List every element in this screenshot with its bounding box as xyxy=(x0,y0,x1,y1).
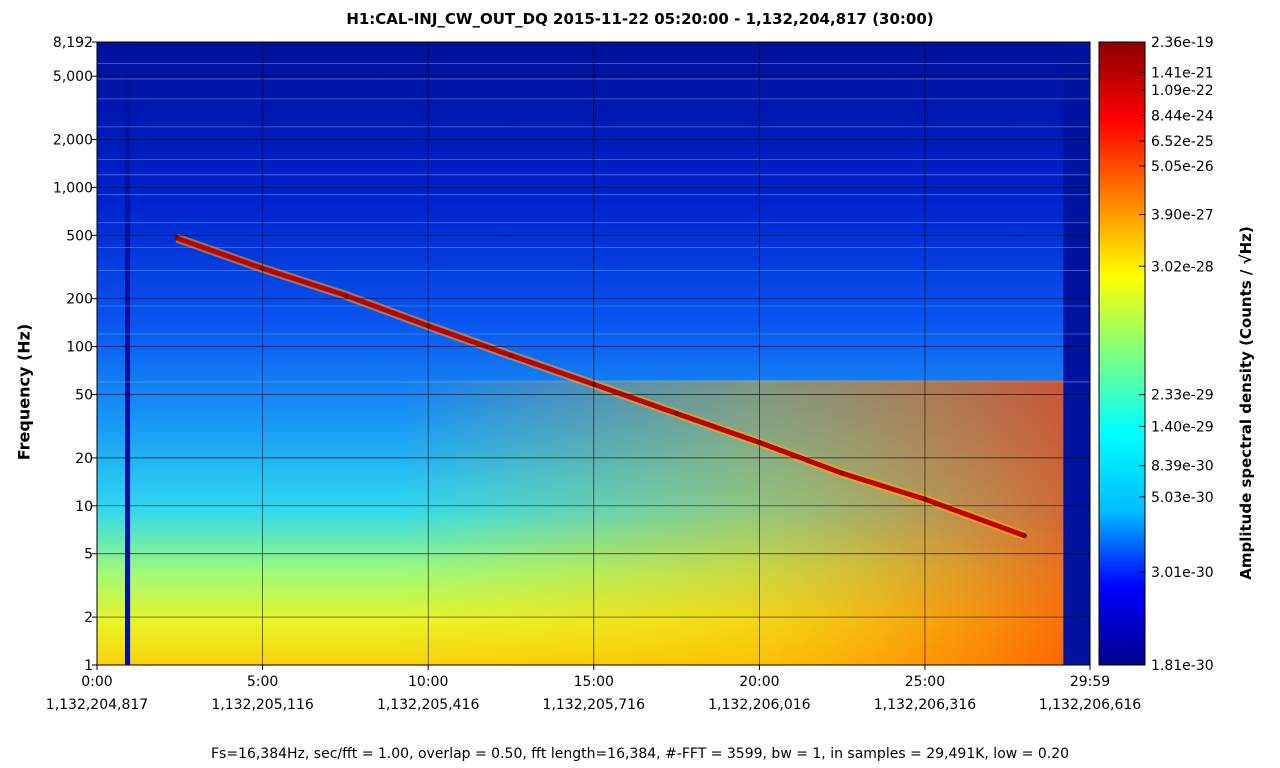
y-tick-label: 1,000 xyxy=(53,180,93,196)
y-tick-label: 8,192 xyxy=(53,35,93,51)
y-tick-label: 20 xyxy=(75,451,93,467)
colorbar-tick-label: 5.03e-30 xyxy=(1151,490,1214,506)
colorbar xyxy=(1098,41,1146,666)
y-tick-label: 50 xyxy=(75,388,93,404)
chirp-point xyxy=(674,411,680,417)
colorbar-tick-label: 1.09e-22 xyxy=(1151,83,1214,99)
colorbar-tick-label: 1.41e-21 xyxy=(1151,66,1214,82)
x-tick-label: 15:00 xyxy=(574,674,614,690)
x-tick-gps-label: 1,132,204,817 xyxy=(46,697,148,713)
y-tick-label: 1 xyxy=(84,658,93,674)
y-tick-label: 200 xyxy=(66,292,93,308)
colorbar-tick-label: 2.36e-19 xyxy=(1151,35,1214,51)
y-tick-label: 2,000 xyxy=(53,132,93,148)
y-tick-label: 10 xyxy=(75,499,93,515)
y-tick-label: 5,000 xyxy=(53,69,93,85)
colorbar-tick-label: 5.05e-26 xyxy=(1151,159,1214,175)
x-tick-gps-label: 1,132,205,716 xyxy=(543,697,646,713)
x-tick-label: 20:00 xyxy=(739,674,779,690)
chirp-point xyxy=(508,352,514,358)
x-tick-label: 29:59 xyxy=(1070,674,1110,690)
warm-lowfreq-region xyxy=(400,380,1090,665)
footer-parameters: Fs=16,384Hz, sec/fft = 1.00, overlap = 0… xyxy=(210,746,1070,762)
y-tick-label: 2 xyxy=(84,610,93,626)
colorbar-tick-label: 1.40e-29 xyxy=(1151,419,1214,435)
colorbar-tick-label: 6.52e-25 xyxy=(1151,134,1214,150)
x-tick-label: 5:00 xyxy=(247,674,278,690)
chart-title: H1:CAL-INJ_CW_OUT_DQ 2015-11-22 05:20:00… xyxy=(346,10,934,28)
chirp-point xyxy=(1021,533,1027,539)
colorbar-tick-label: 3.01e-30 xyxy=(1151,565,1214,581)
chirp-point xyxy=(342,292,348,298)
y-tick-label: 5 xyxy=(84,547,93,563)
colorbar-tick-label: 2.33e-29 xyxy=(1151,388,1214,404)
data-gap xyxy=(1063,42,1090,665)
y-tick-label: 500 xyxy=(66,228,93,244)
colorbar-tick-label: 8.39e-30 xyxy=(1151,459,1214,475)
colorbar-tick-label: 3.02e-28 xyxy=(1151,259,1214,275)
y-tick-label: 100 xyxy=(66,340,93,356)
colorbar-tick-label: 3.90e-27 xyxy=(1151,208,1214,224)
x-tick-label: 0:00 xyxy=(81,674,112,690)
colorbar-tick-label: 1.81e-30 xyxy=(1151,658,1214,674)
x-tick-gps-label: 1,132,206,316 xyxy=(874,697,977,713)
x-tick-label: 10:00 xyxy=(408,674,448,690)
chirp-point xyxy=(174,235,180,241)
x-tick-gps-label: 1,132,205,416 xyxy=(377,697,480,713)
chirp-point xyxy=(839,470,845,476)
x-tick-gps-label: 1,132,206,016 xyxy=(708,697,811,713)
x-tick-label: 25:00 xyxy=(905,674,945,690)
data-gap xyxy=(125,42,131,665)
colorbar-tick-label: 8.44e-24 xyxy=(1151,109,1214,125)
x-tick-gps-label: 1,132,205,116 xyxy=(211,697,314,713)
x-tick-gps-label: 1,132,206,616 xyxy=(1039,697,1142,713)
